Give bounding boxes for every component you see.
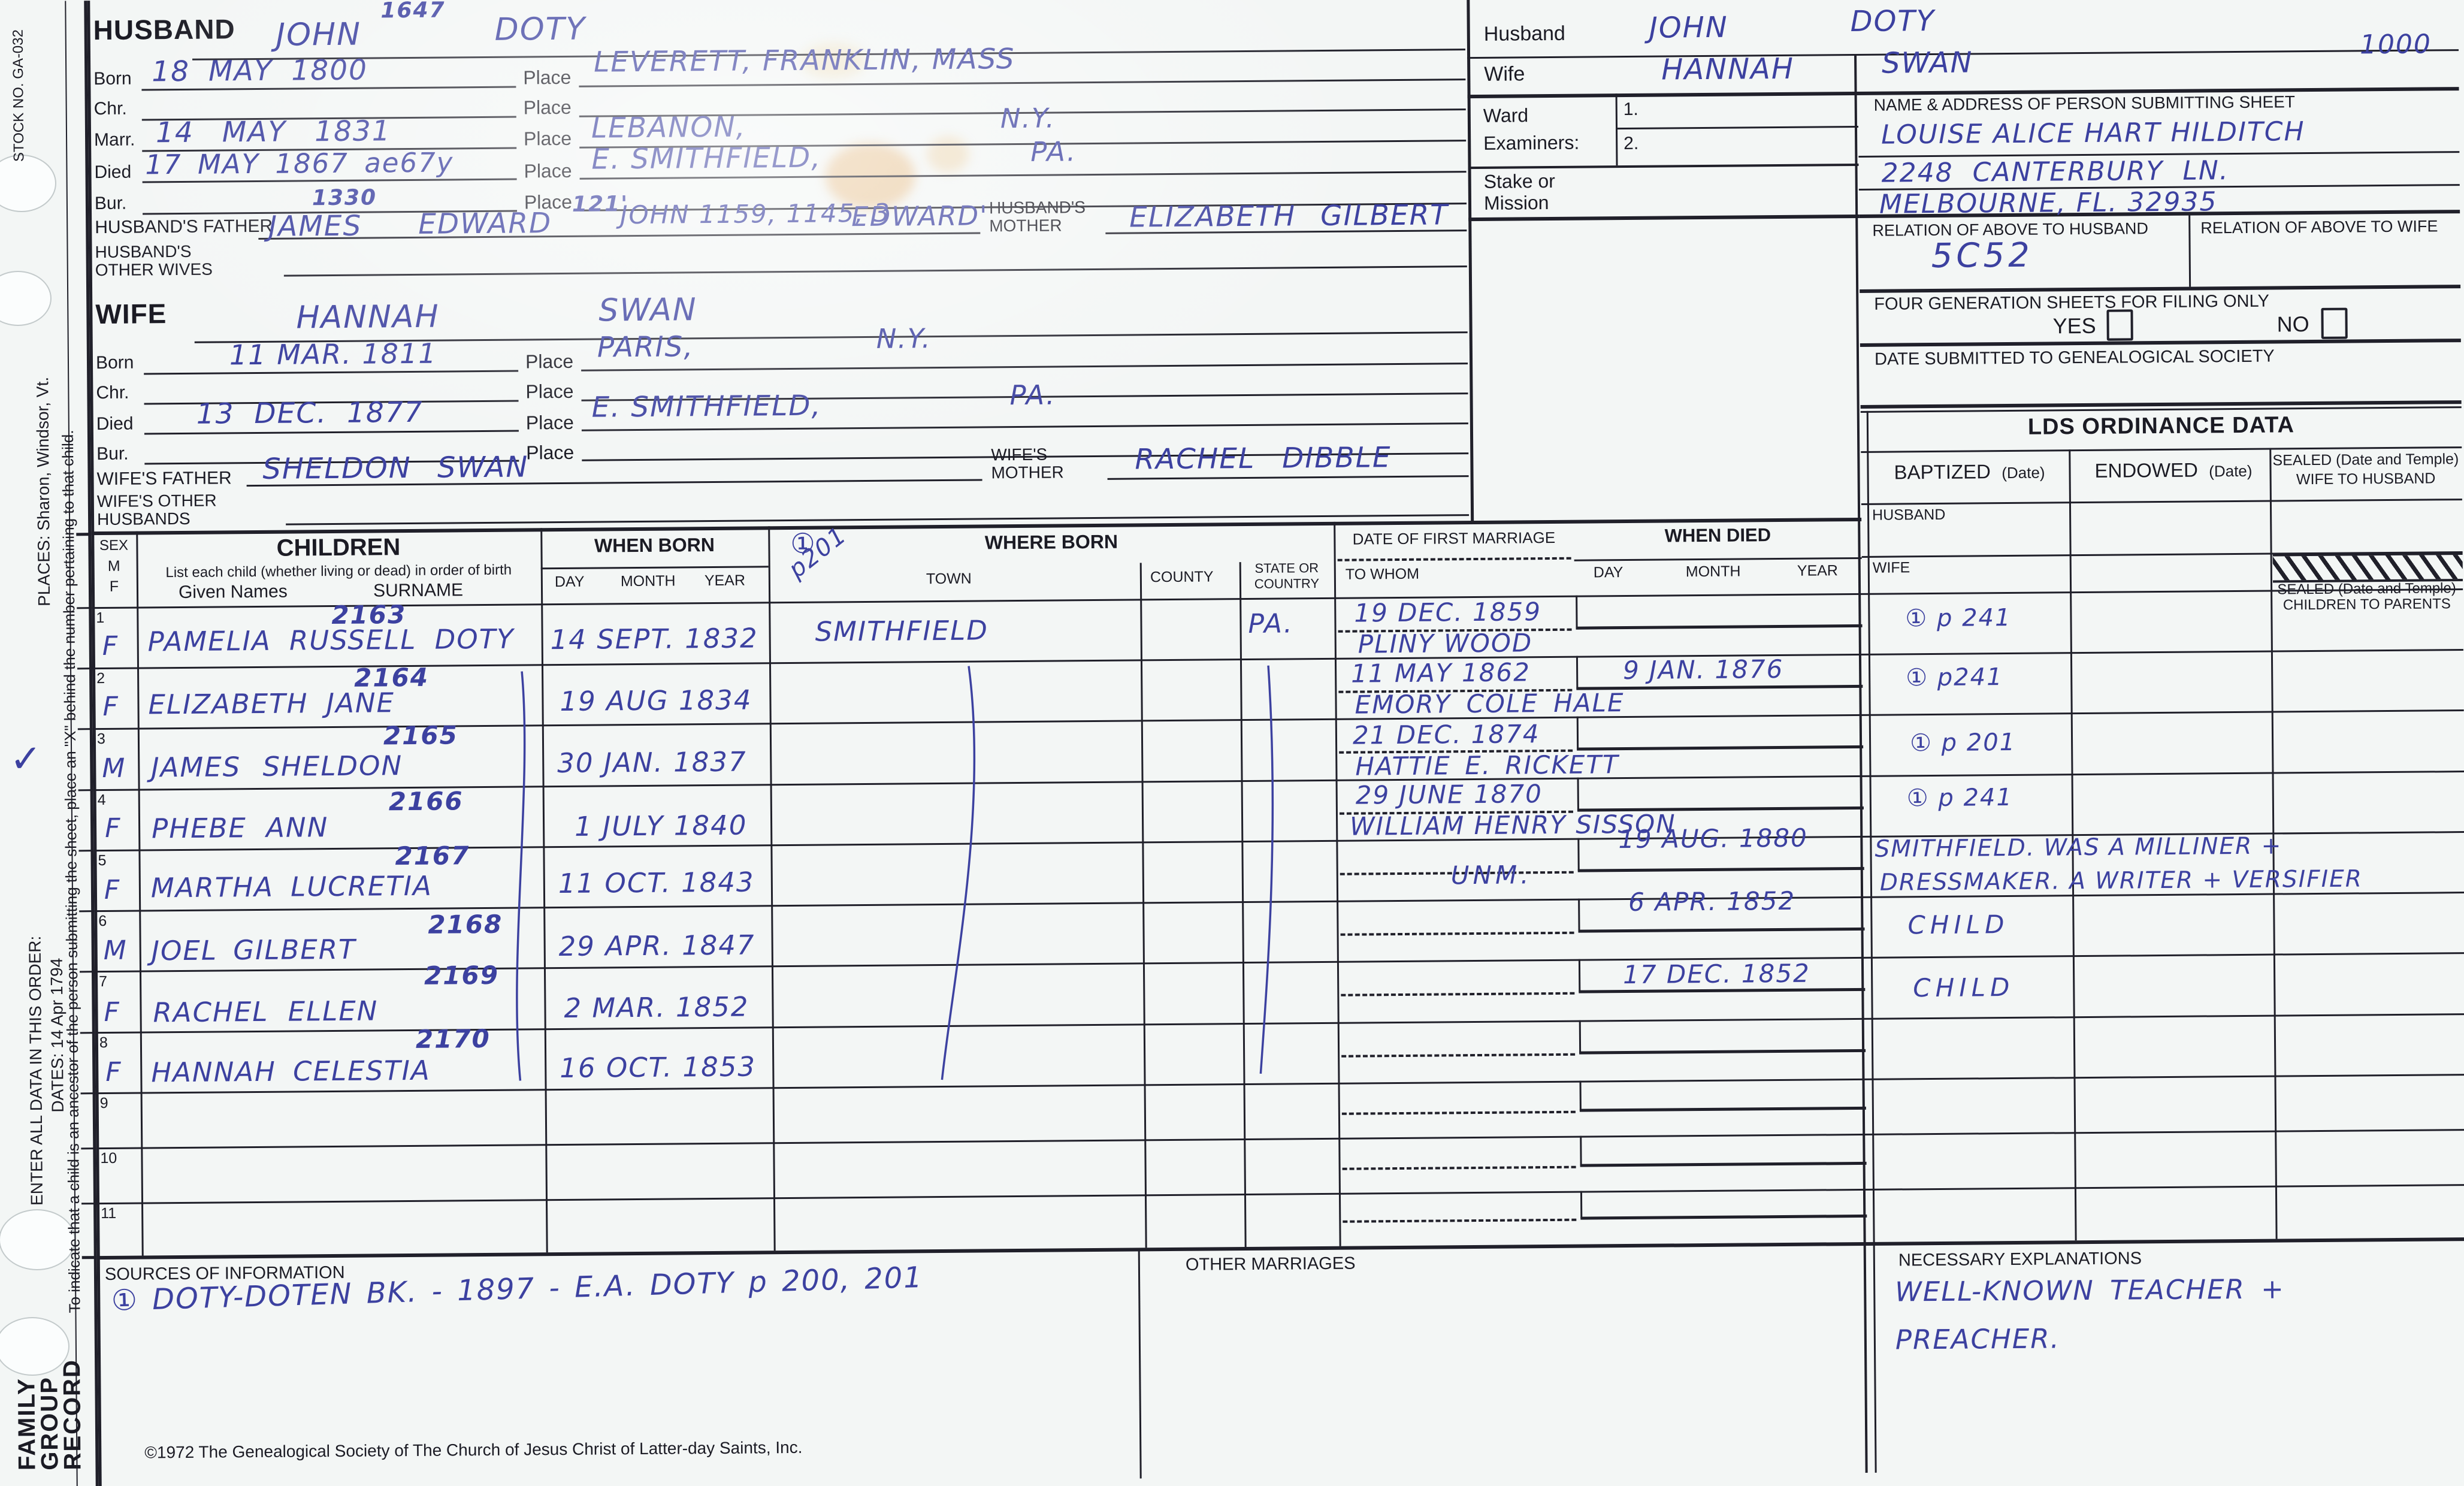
child-sex: F <box>102 630 119 662</box>
child-marriage-date: 11 MAY 1862 <box>1350 657 1531 688</box>
row-number: 11 <box>101 1204 117 1222</box>
child-born: 29 APR. 1847 <box>558 929 755 963</box>
child-born: 19 AUG 1834 <box>560 684 752 718</box>
child-sex: F <box>105 1056 122 1088</box>
row-number: 5 <box>98 851 107 869</box>
child-baptized-note: ① p 241 <box>1906 783 2013 813</box>
child-sex: F <box>104 874 121 905</box>
child-id: 2168 <box>428 909 503 940</box>
child-spouse: PLINY WOOD <box>1358 628 1533 659</box>
child-born: 14 SEPT. 1832 <box>550 622 758 656</box>
other-marriages-label: OTHER MARRIAGES <box>1185 1254 1356 1274</box>
child-marriage-date: 29 JUNE 1870 <box>1355 779 1543 810</box>
explanations-label: NECESSARY EXPLANATIONS <box>1898 1249 2142 1270</box>
child-name: RACHEL ELLEN <box>153 995 379 1029</box>
child-id: 2166 <box>388 786 464 817</box>
child-sex: F <box>104 813 122 844</box>
child-note-line1: SMITHFIELD. WAS A MILLINER + <box>1875 832 2282 863</box>
child-born: 16 OCT. 1853 <box>560 1050 757 1085</box>
explanation-line2: PREACHER. <box>1895 1322 2061 1356</box>
explanation-line1: WELL-KNOWN TEACHER + <box>1895 1273 2285 1308</box>
child-name: PAMELIA RUSSELL DOTY <box>147 623 515 658</box>
child-born: 30 JAN. 1837 <box>557 745 747 780</box>
child-name: ELIZABETH JANE <box>148 687 395 721</box>
row-number: 8 <box>99 1034 108 1052</box>
child-marriage-date: 19 DEC. 1859 <box>1354 597 1542 628</box>
child-sex: F <box>104 996 121 1028</box>
child-marriage-status: UNM. <box>1450 860 1532 890</box>
child-born: 1 JULY 1840 <box>574 809 748 842</box>
child-name: JOEL GILBERT <box>151 933 356 967</box>
children-table: SEX M F CHILDREN List each child (whethe… <box>0 0 2464 1260</box>
child-baptized-note: CHILD <box>1907 910 2009 940</box>
child-died: 19 AUG. 1880 <box>1618 823 1808 854</box>
child-marriage-date: 21 DEC. 1874 <box>1352 719 1540 750</box>
child-baptized-note: ① p 201 <box>1909 728 2016 757</box>
child-died: 17 DEC. 1852 <box>1622 958 1810 990</box>
child-baptized-note: ① p 241 <box>1905 603 2012 633</box>
child-note-line2: DRESSMAKER. A WRITER + VERSIFIER <box>1879 865 2363 896</box>
child-name: MARTHA LUCRETIA <box>150 869 433 904</box>
child-id: 2170 <box>415 1023 491 1054</box>
child-born-state: PA. <box>1248 608 1293 639</box>
child-name: HANNAH CELESTIA <box>151 1054 431 1089</box>
child-died: 6 APR. 1852 <box>1628 886 1796 917</box>
row-number: 10 <box>100 1149 117 1167</box>
child-sex: M <box>103 935 128 966</box>
child-baptized-note: ① p241 <box>1906 663 2003 692</box>
child-born: 11 OCT. 1843 <box>558 866 755 900</box>
child-spouse: EMORY COLE HALE <box>1355 688 1625 720</box>
child-sex: F <box>102 691 120 723</box>
row-number: 1 <box>96 609 105 627</box>
child-born-town: SMITHFIELD <box>815 614 989 648</box>
child-died: 9 JAN. 1876 <box>1622 654 1784 685</box>
child-sex: M <box>102 753 126 784</box>
child-born: 2 MAR. 1852 <box>564 990 749 1024</box>
child-name: JAMES SHELDON <box>151 750 403 784</box>
child-name: PHEBE ANN <box>151 811 329 845</box>
child-spouse: HATTIE E. RICKETT <box>1355 750 1619 781</box>
row-number: 2 <box>96 669 105 687</box>
child-id: 2169 <box>424 960 500 990</box>
row-number: 6 <box>98 912 107 930</box>
row-number: 3 <box>96 730 105 748</box>
row-number: 7 <box>99 972 108 990</box>
row-number: 9 <box>99 1094 108 1112</box>
row-number: 4 <box>97 791 106 809</box>
child-id: 2167 <box>395 841 470 871</box>
child-id: 2165 <box>383 720 459 751</box>
child-baptized-note: CHILD <box>1913 972 2015 1003</box>
